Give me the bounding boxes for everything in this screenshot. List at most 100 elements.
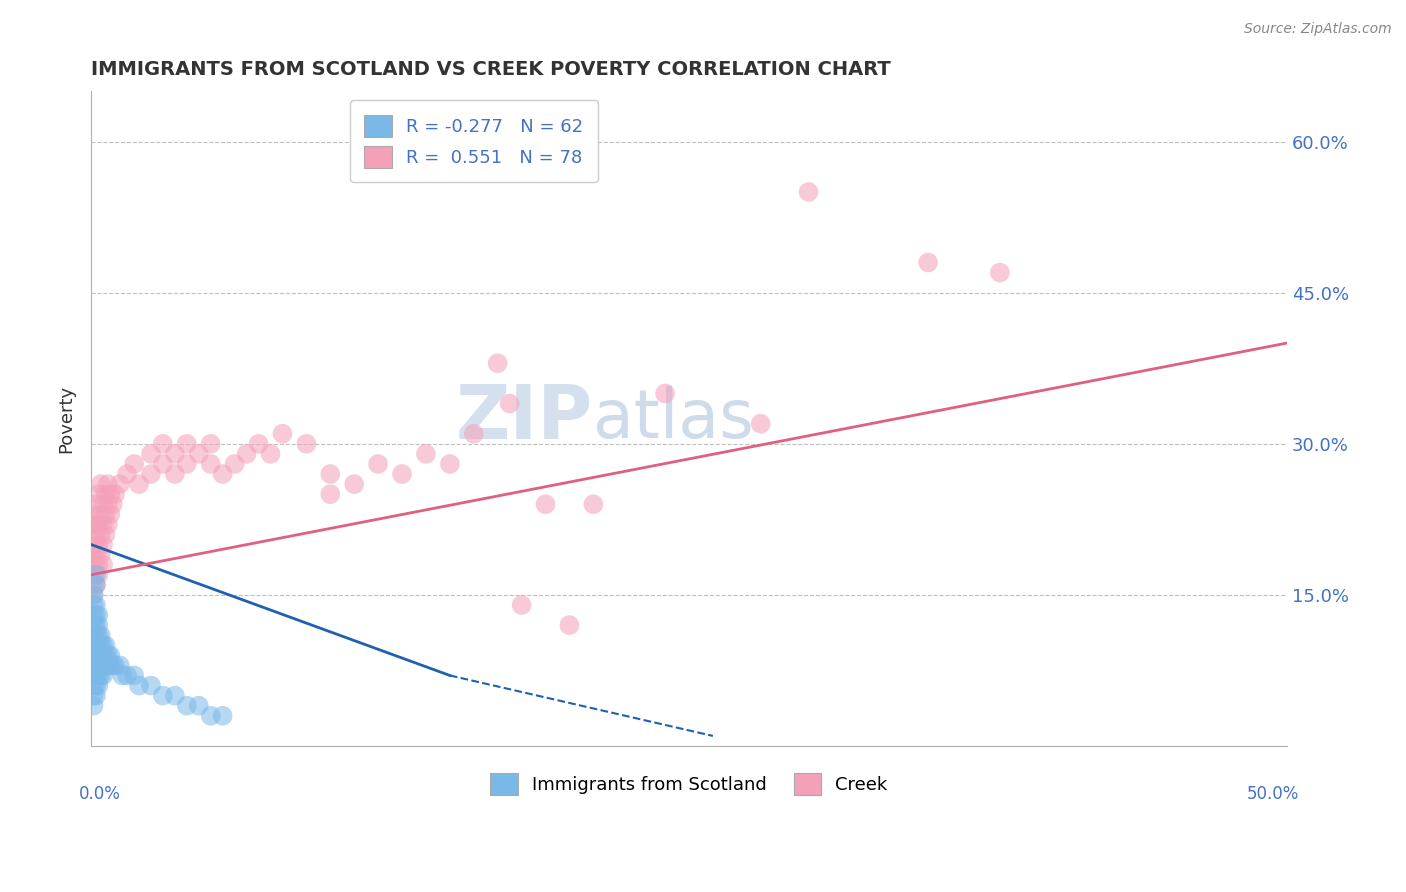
Point bbox=[87, 608, 110, 623]
Text: Source: ZipAtlas.com: Source: ZipAtlas.com bbox=[1244, 22, 1392, 37]
Point bbox=[91, 648, 114, 663]
Point bbox=[91, 638, 114, 652]
Point bbox=[139, 679, 162, 693]
Point bbox=[163, 447, 186, 461]
Point bbox=[83, 628, 105, 642]
Point bbox=[128, 477, 150, 491]
Point bbox=[108, 658, 131, 673]
Point bbox=[295, 437, 318, 451]
Point bbox=[94, 648, 117, 663]
Text: atlas: atlas bbox=[593, 385, 754, 451]
Point bbox=[235, 447, 257, 461]
Point bbox=[343, 477, 366, 491]
Point bbox=[486, 356, 509, 370]
Point bbox=[94, 508, 117, 522]
Point bbox=[91, 558, 114, 572]
Point bbox=[247, 437, 270, 451]
Point bbox=[91, 658, 114, 673]
Point bbox=[97, 648, 120, 663]
Point bbox=[83, 689, 105, 703]
Point bbox=[98, 648, 121, 663]
Point bbox=[83, 578, 105, 592]
Point bbox=[259, 447, 281, 461]
Text: 0.0%: 0.0% bbox=[79, 785, 121, 804]
Point bbox=[534, 497, 557, 511]
Point bbox=[104, 658, 127, 673]
Point bbox=[111, 668, 134, 682]
Point bbox=[84, 689, 107, 703]
Point bbox=[122, 668, 145, 682]
Point bbox=[87, 668, 110, 682]
Point bbox=[83, 638, 105, 652]
Point bbox=[83, 618, 105, 632]
Point bbox=[91, 497, 114, 511]
Point bbox=[87, 517, 110, 532]
Point bbox=[211, 708, 233, 723]
Text: ZIP: ZIP bbox=[456, 382, 593, 455]
Point bbox=[83, 558, 105, 572]
Point bbox=[87, 618, 110, 632]
Point bbox=[463, 426, 485, 441]
Point bbox=[87, 487, 110, 501]
Point bbox=[83, 567, 105, 582]
Point bbox=[152, 689, 174, 703]
Point bbox=[176, 698, 198, 713]
Text: 50.0%: 50.0% bbox=[1246, 785, 1299, 804]
Point bbox=[87, 648, 110, 663]
Point bbox=[654, 386, 676, 401]
Point bbox=[749, 417, 772, 431]
Point bbox=[94, 487, 117, 501]
Point bbox=[200, 457, 222, 471]
Point bbox=[84, 618, 107, 632]
Point bbox=[163, 467, 186, 481]
Point bbox=[87, 679, 110, 693]
Point bbox=[152, 437, 174, 451]
Point bbox=[83, 668, 105, 682]
Point bbox=[84, 628, 107, 642]
Point bbox=[90, 668, 112, 682]
Point bbox=[84, 679, 107, 693]
Point bbox=[176, 437, 198, 451]
Point bbox=[91, 517, 114, 532]
Y-axis label: Poverty: Poverty bbox=[58, 384, 75, 452]
Point bbox=[94, 658, 117, 673]
Point bbox=[187, 447, 209, 461]
Point bbox=[84, 638, 107, 652]
Point bbox=[84, 658, 107, 673]
Point bbox=[104, 487, 127, 501]
Point bbox=[83, 517, 105, 532]
Point bbox=[90, 527, 112, 541]
Point bbox=[152, 457, 174, 471]
Point bbox=[83, 537, 105, 551]
Point bbox=[319, 467, 342, 481]
Point bbox=[90, 638, 112, 652]
Point bbox=[415, 447, 437, 461]
Point bbox=[84, 598, 107, 612]
Legend: Immigrants from Scotland, Creek: Immigrants from Scotland, Creek bbox=[484, 766, 894, 803]
Point bbox=[200, 437, 222, 451]
Point bbox=[176, 457, 198, 471]
Point bbox=[917, 255, 939, 269]
Point bbox=[83, 548, 105, 562]
Point bbox=[83, 679, 105, 693]
Point bbox=[367, 457, 389, 471]
Point bbox=[83, 508, 105, 522]
Point bbox=[97, 497, 120, 511]
Point bbox=[101, 497, 124, 511]
Point bbox=[319, 487, 342, 501]
Point bbox=[122, 457, 145, 471]
Point bbox=[91, 537, 114, 551]
Point bbox=[90, 477, 112, 491]
Point bbox=[83, 588, 105, 602]
Point bbox=[87, 537, 110, 551]
Point bbox=[90, 628, 112, 642]
Point bbox=[108, 477, 131, 491]
Point bbox=[83, 588, 105, 602]
Point bbox=[87, 638, 110, 652]
Point bbox=[83, 648, 105, 663]
Point bbox=[87, 558, 110, 572]
Point bbox=[84, 567, 107, 582]
Point bbox=[90, 508, 112, 522]
Point bbox=[83, 698, 105, 713]
Point bbox=[101, 658, 124, 673]
